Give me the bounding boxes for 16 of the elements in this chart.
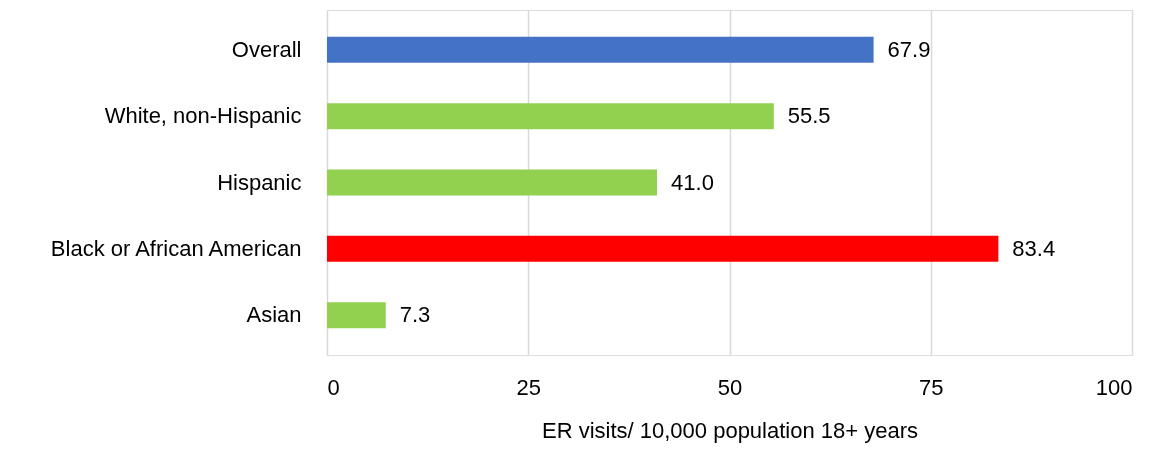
data-label: 83.4	[1012, 235, 1056, 261]
x-tick-label: 25	[516, 374, 541, 400]
y-tick-label: Hispanic	[217, 169, 302, 195]
y-tick-label: Overall	[231, 36, 302, 62]
data-label: 7.3	[399, 302, 431, 328]
x-tick-label: 50	[717, 374, 743, 400]
x-tick-label: 0	[327, 374, 340, 400]
data-label: 41.0	[671, 169, 714, 195]
y-tick-label: Black or African American	[50, 235, 302, 261]
data-label: 55.5	[787, 103, 831, 129]
x-tick-label: 100	[1095, 374, 1133, 400]
y-tick-label: Asian	[246, 302, 302, 328]
y-tick-label: White, non-Hispanic	[104, 103, 302, 129]
x-tick-label: 75	[919, 374, 944, 400]
data-label: 67.9	[887, 36, 931, 62]
x-axis-title: ER visits/ 10,000 population 18+ years	[541, 417, 919, 443]
